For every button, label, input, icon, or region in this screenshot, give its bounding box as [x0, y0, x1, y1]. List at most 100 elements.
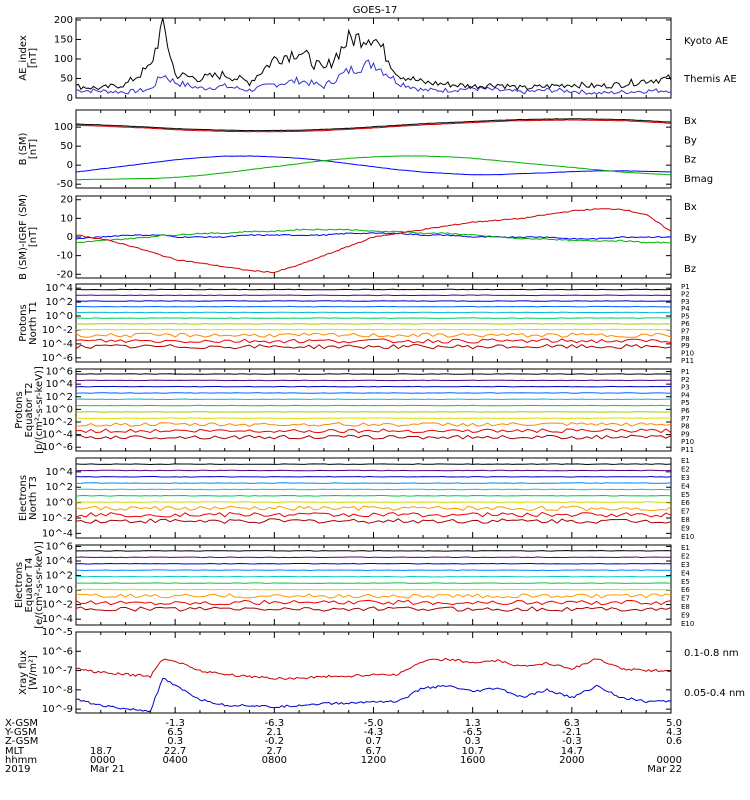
footer-row-label: Y-GSM: [4, 727, 37, 738]
footer-value: 10.7: [462, 746, 484, 757]
footer-value: -6.5: [463, 727, 483, 738]
panel-ae: 0 50 100 150 200 AE_index [nT] Kyoto AE Themis A…: [18, 15, 737, 104]
footer-value: Mar 22: [647, 764, 682, 775]
y-tick-label: 10^-2: [42, 513, 73, 524]
footer-value: 0000: [657, 755, 682, 766]
y-axis-label: North T3: [28, 476, 39, 520]
legend-p4: P4: [681, 305, 690, 313]
y-axis-label: Equator T4: [24, 558, 35, 613]
channel-e9: [75, 511, 672, 518]
footer-value: 2000: [559, 755, 584, 766]
y-tick-label: 10^-9: [42, 704, 73, 715]
y-tick-label: 10^4: [46, 467, 73, 478]
legend-p6: P6: [681, 320, 690, 328]
series-bigrf-bz: [75, 208, 672, 274]
y-axis-label: [p/(cm²-s-sr-keV)]: [34, 366, 45, 454]
y-tick-label: 100: [54, 54, 73, 65]
y-tick-label: 0: [67, 93, 73, 104]
y-tick-label: 10^-6: [42, 646, 73, 657]
footer-value: -2.1: [562, 727, 582, 738]
footer-value: 2.1: [266, 727, 282, 738]
channel-e3: [75, 562, 672, 565]
footer-value: 1.3: [465, 718, 481, 729]
channel-p10: [75, 428, 672, 434]
y-tick-label: 10^-2: [42, 600, 73, 611]
y-tick-label: 10^0: [46, 311, 73, 322]
series-bsm-by: [75, 155, 672, 181]
y-tick-label: 10^-4: [42, 614, 73, 625]
channel-p8: [75, 328, 672, 331]
channel-e5: [75, 488, 671, 491]
y-tick-label: 10^0: [46, 404, 73, 415]
y-axis-label: [e/(cm²-s-sr-keV)]: [34, 541, 45, 629]
panel-eequator: 10^6 10^4 10^2 10^0 10^-2 10^-4 Electrons Equat…: [14, 541, 694, 629]
y-axis-label: AE_index: [18, 35, 29, 81]
legend-bx: Bx: [684, 202, 697, 213]
legend-e6: E6: [681, 499, 690, 507]
legend-e4: E4: [681, 569, 690, 577]
channel-p9: [75, 422, 672, 427]
y-tick-label: 10^-5: [42, 627, 73, 638]
channel-p3: [75, 385, 672, 388]
legend-p6: P6: [681, 407, 690, 415]
channel-p4: [76, 305, 672, 308]
footer-row-label: X-GSM: [5, 718, 38, 729]
footer-value: 22.7: [164, 746, 186, 757]
legend-by: By: [684, 135, 697, 146]
legend-e10: E10: [681, 533, 694, 541]
panel-xray: 10^-5 10^-6 10^-7 10^-8 10^-9 Xray flux [W/m²]…: [18, 627, 745, 715]
channel-p6: [75, 404, 672, 407]
channel-p3: [75, 300, 672, 302]
footer-value: Mar 21: [90, 764, 125, 775]
y-tick-label: 10^-2: [42, 325, 73, 336]
channel-e2: [75, 556, 672, 559]
y-tick-label: -20: [57, 269, 73, 280]
footer-value: 0400: [162, 755, 187, 766]
footer-value: -1.3: [165, 718, 185, 729]
panel-pequator: 10^610^4 10^210^0 10^-2 10^-410^-6 Protons Eq…: [14, 366, 694, 454]
y-tick-label: -10: [57, 251, 73, 262]
legend-p5: P5: [681, 399, 690, 407]
legend-p9: P9: [681, 342, 690, 350]
channel-p1: [75, 288, 672, 291]
footer-value: 0.3: [167, 736, 183, 747]
footer-value: -0.2: [265, 736, 285, 747]
legend-e9: E9: [681, 525, 690, 533]
channel-p10: [75, 338, 672, 344]
series-ae-kyoto-ae: [75, 59, 672, 95]
y-tick-label: 10^-8: [42, 685, 73, 696]
footer-value: 0800: [262, 755, 287, 766]
panel-pnorth: 10^4 10^2 10^0 10^-2 10^-4 10^-6 Protons North …: [18, 283, 694, 365]
footer-value: 0000: [90, 755, 115, 766]
legend-p8: P8: [681, 423, 690, 431]
legend-p10: P10: [681, 350, 694, 358]
legend-p1: P1: [681, 368, 690, 376]
legend-p7: P7: [681, 415, 690, 423]
y-tick-label: 10: [60, 213, 73, 224]
legend-e3: E3: [681, 561, 690, 569]
channel-e1: [75, 463, 672, 466]
channel-p6: [75, 317, 672, 319]
y-tick-label: 10^4: [46, 283, 73, 294]
channel-e10: [75, 606, 672, 612]
footer-value: 0.3: [465, 736, 481, 747]
series-bigrf-by: [75, 228, 672, 244]
footer-value: 2.7: [266, 746, 282, 757]
footer-value: 6.5: [167, 727, 183, 738]
footer-value: -6.3: [265, 718, 285, 729]
y-tick-label: 10^-4: [42, 339, 73, 350]
y-tick-label: 200: [54, 15, 73, 26]
legend-e5: E5: [681, 578, 690, 586]
y-axis-label: Protons: [14, 391, 25, 428]
legend-e8: E8: [681, 603, 690, 611]
legend-e7: E7: [681, 508, 690, 516]
panel-bigrf: -20 -10 0 10 20 B (SM)-IGRF (SM) [nT] Bx By Bz: [18, 194, 697, 280]
channel-p4: [75, 392, 672, 394]
y-axis-label: [nT]: [28, 48, 39, 68]
footer-value: 6.7: [366, 746, 382, 757]
legend-e7: E7: [681, 595, 690, 603]
panel-enorth: 10^4 10^2 10^0 10^-2 10^-4 Electrons North T3 E…: [18, 457, 694, 541]
series-bsm-bmag: [75, 118, 672, 132]
legend-e10: E10: [681, 620, 694, 628]
legend-bx: Bx: [684, 116, 697, 127]
